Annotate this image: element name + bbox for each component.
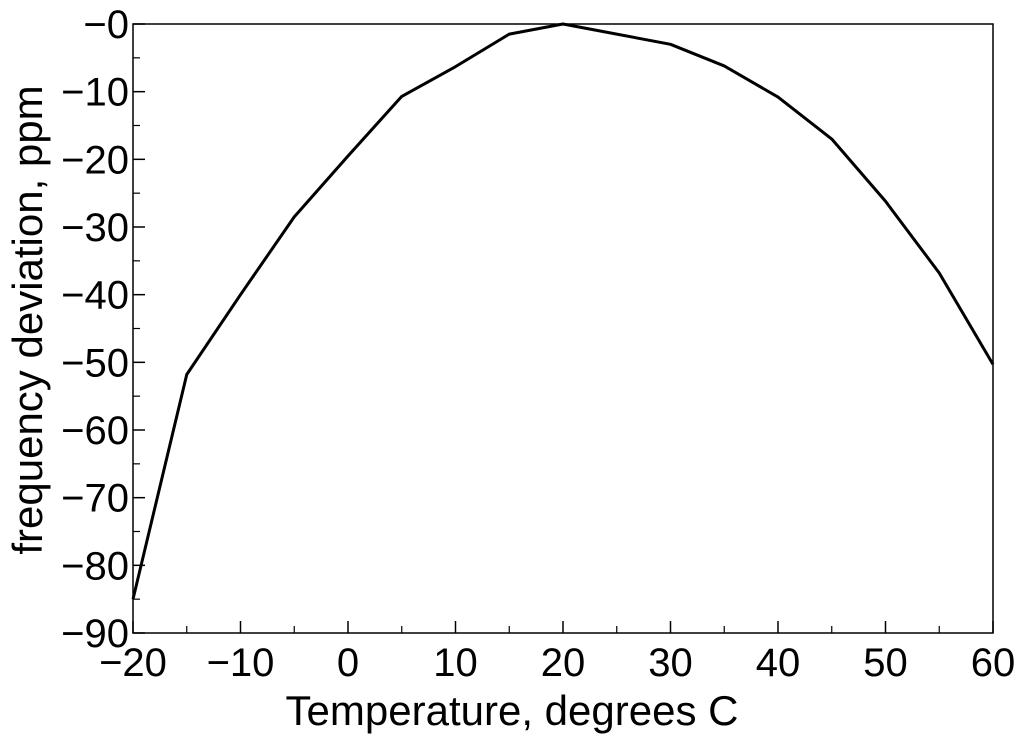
y-tick-label: −10 [61,71,129,115]
x-tick-label: −20 [99,641,167,685]
x-tick-label: 60 [971,641,1016,685]
y-tick-label: −70 [61,477,129,521]
major-ticks [132,23,994,634]
minor-ticks [133,57,940,633]
y-tick-labels: −0 −10 −20 −30 −40 −50 −60 −70 −80 −90 [61,3,129,656]
x-tick-labels: −20 −10 0 10 20 30 40 50 60 [99,641,1015,685]
y-tick-label: −30 [61,206,129,250]
plot-frame [132,23,994,634]
x-tick-label: 0 [337,641,359,685]
x-tick-label: 40 [756,641,801,685]
series-line [131,22,995,600]
y-tick-label: −0 [83,3,129,47]
x-axis-title: Temperature, degrees C [286,687,739,734]
y-tick-label: −20 [61,138,129,182]
x-tick-label: 20 [541,641,586,685]
y-tick-label: −40 [61,274,129,318]
x-tick-label: 30 [648,641,693,685]
y-tick-label: −90 [61,612,129,656]
y-tick-label: −50 [61,341,129,385]
x-tick-label: −10 [207,641,275,685]
x-tick-label: 50 [863,641,908,685]
y-axis-title: frequency deviation, ppm [4,85,51,554]
series-layer [131,22,995,600]
y-tick-label: −80 [61,544,129,588]
x-tick-label: 10 [433,641,478,685]
y-tick-label: −60 [61,409,129,453]
